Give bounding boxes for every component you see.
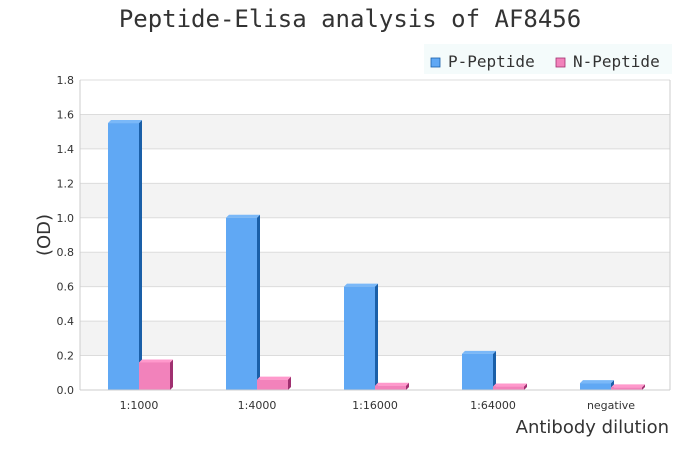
x-tick-label: 1:4000 (238, 399, 277, 412)
legend-box (424, 44, 672, 74)
y-tick-label: 0.6 (57, 281, 75, 294)
grid-band (80, 252, 670, 287)
y-tick-label: 0.0 (57, 384, 75, 397)
bar-n-peptide-1:1000 (139, 359, 173, 390)
grid-band (80, 80, 670, 115)
legend-label: P-Peptide (448, 52, 535, 71)
grid-band (80, 114, 670, 149)
y-tick-label: 1.8 (57, 74, 75, 87)
x-tick-label: 1:64000 (470, 399, 516, 412)
y-tick-label: 1.2 (57, 177, 75, 190)
bar-p-peptide-1:1000 (108, 120, 142, 391)
grid-band (80, 183, 670, 218)
legend-swatch (430, 57, 441, 68)
y-tick-label: 0.8 (57, 246, 75, 259)
bar-p-peptide-1:4000 (226, 214, 260, 390)
legend-label: N-Peptide (573, 52, 660, 71)
bar-n-peptide-1:16000 (375, 382, 409, 390)
chart-title: Peptide-Elisa analysis of AF8456 (119, 5, 581, 33)
bar-n-peptide-1:4000 (257, 376, 291, 390)
bar-p-peptide-negative (580, 380, 614, 390)
y-tick-label: 0.4 (57, 315, 75, 328)
y-tick-label: 1.6 (57, 108, 75, 121)
x-tick-label: negative (587, 399, 635, 412)
x-axis-label: Antibody dilution (516, 417, 669, 438)
grid-band (80, 217, 670, 253)
bar-p-peptide-1:16000 (344, 283, 378, 390)
bar-p-peptide-1:64000 (462, 350, 496, 390)
bar-n-peptide-1:64000 (493, 383, 527, 390)
x-tick-label: 1:16000 (352, 399, 398, 412)
x-tick-label: 1:1000 (120, 399, 159, 412)
y-tick-label: 1.4 (57, 143, 75, 156)
grid-band (80, 148, 670, 184)
y-tick-label: 0.2 (57, 350, 75, 363)
y-tick-label: 1.0 (57, 212, 75, 225)
bar-n-peptide-negative (611, 384, 645, 390)
legend: P-Peptide N-Peptide (430, 52, 660, 71)
y-axis-label: (OD) (34, 214, 55, 256)
legend-swatch (555, 57, 566, 68)
